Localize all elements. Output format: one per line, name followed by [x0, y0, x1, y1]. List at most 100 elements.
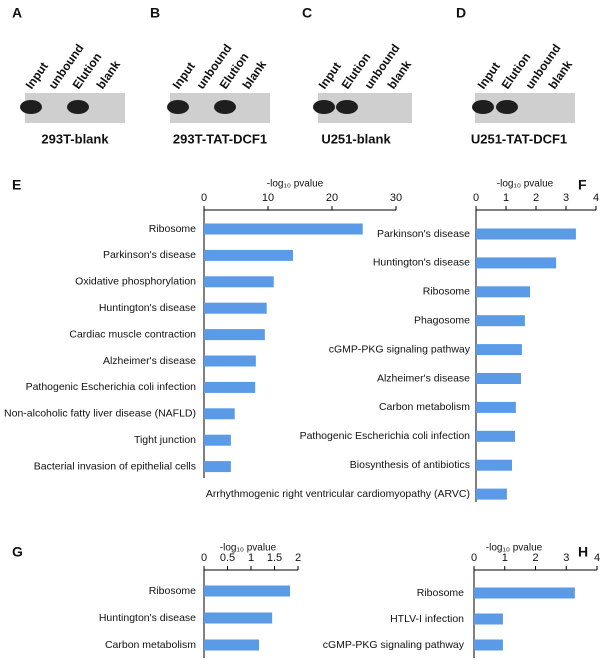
category-label: Parkinson's disease	[103, 249, 196, 261]
bar	[204, 329, 265, 341]
blot-caption: U251-blank	[321, 131, 391, 146]
blot-band	[313, 100, 335, 114]
category-label: Phagosome	[414, 314, 470, 326]
panel-label: F	[578, 177, 587, 193]
category-label: Alzheimer's disease	[103, 355, 196, 367]
panel-label: G	[12, 544, 23, 560]
x-tick-label: 10	[262, 192, 274, 204]
panel-label: H	[578, 544, 588, 560]
bar	[474, 613, 503, 625]
bar	[476, 430, 515, 442]
bar	[204, 355, 256, 367]
axis-title: -log₁₀ pvalue	[267, 179, 324, 190]
x-tick-label: 30	[390, 192, 402, 204]
category-label: Non-alcoholic fatty liver disease (NAFLD…	[4, 408, 196, 420]
bar	[204, 408, 235, 420]
category-label: Carbon metabolism	[379, 401, 470, 413]
category-label: Pathogenic Escherichia coli infection	[26, 381, 197, 393]
blot-band	[67, 100, 89, 114]
blot-caption: 293T-blank	[41, 131, 109, 146]
bar	[476, 459, 512, 471]
category-label: Parkinson's disease	[377, 228, 470, 240]
bar	[204, 249, 293, 261]
blot-band	[214, 100, 236, 114]
x-tick-label: 4	[593, 192, 599, 204]
lane-label: Input	[316, 59, 344, 91]
x-tick-label: 20	[326, 192, 338, 204]
bar	[476, 286, 530, 298]
x-tick-label: 2	[295, 552, 301, 564]
category-label: Oxidative phosphorylation	[75, 276, 196, 288]
category-label: Pathogenic Escherichia coli infection	[300, 430, 471, 442]
x-tick-label: 1	[503, 192, 509, 204]
panel-label: E	[12, 177, 21, 193]
x-tick-label: 0	[471, 552, 477, 564]
blot-band	[336, 100, 358, 114]
x-tick-label: 0.5	[220, 552, 235, 564]
bar	[476, 373, 521, 384]
lane-label: Input	[23, 59, 51, 91]
bar	[204, 381, 256, 393]
blot-band	[20, 100, 42, 114]
bar	[476, 488, 507, 500]
category-label: Alzheimer's disease	[377, 372, 470, 384]
category-label: HTLV-I infection	[390, 613, 464, 625]
bar	[476, 315, 525, 327]
panel-label: C	[302, 5, 312, 21]
category-label: Huntington's disease	[99, 612, 196, 624]
category-label: Bacterial invasion of epithelial cells	[34, 460, 196, 472]
blot-band	[496, 100, 518, 114]
category-label: Tight junction	[134, 434, 196, 446]
blot-caption: 293T-TAT-DCF1	[173, 131, 267, 146]
bar	[204, 223, 363, 235]
x-tick-label: 1.5	[267, 552, 282, 564]
bar	[204, 612, 273, 624]
x-tick-label: 1	[502, 552, 508, 564]
panel-label: B	[150, 5, 160, 21]
bar	[204, 302, 267, 314]
category-label: Huntington's disease	[373, 257, 470, 269]
category-label: Arrhythmogenic right ventricular cardiom…	[206, 488, 470, 500]
x-tick-label: 1	[248, 552, 254, 564]
x-tick-label: 0	[473, 192, 479, 204]
x-tick-label: 0	[201, 552, 207, 564]
bar	[476, 401, 516, 413]
bar	[476, 228, 576, 240]
category-label: Huntington's disease	[99, 302, 196, 314]
bar	[476, 257, 557, 269]
panel-label: D	[456, 5, 466, 21]
category-label: Ribosome	[423, 286, 470, 298]
bar	[476, 344, 522, 356]
x-tick-label: 4	[594, 552, 600, 564]
category-label: cGMP-PKG signaling pathway	[329, 343, 471, 355]
bar	[474, 587, 575, 599]
category-label: cGMP-PKG signaling pathway	[323, 639, 465, 651]
bar	[474, 639, 503, 651]
bar	[204, 434, 231, 446]
category-label: Ribosome	[149, 223, 196, 235]
x-tick-label: 2	[532, 552, 538, 564]
blot-band	[167, 100, 189, 114]
panel-label: A	[12, 5, 22, 21]
category-label: Ribosome	[149, 585, 196, 597]
axis-title: -log₁₀ pvalue	[220, 543, 277, 554]
axis-title: -log₁₀ pvalue	[497, 179, 554, 190]
bar	[204, 639, 259, 651]
blot-band	[472, 100, 494, 114]
category-label: Ribosome	[417, 587, 464, 599]
lane-label: Input	[170, 59, 198, 91]
category-label: Biosynthesis of antibiotics	[350, 459, 470, 471]
x-tick-label: 0	[201, 192, 207, 204]
x-tick-label: 3	[563, 552, 569, 564]
bar	[204, 585, 291, 597]
bar	[204, 276, 274, 288]
blot-caption: U251-TAT-DCF1	[471, 131, 567, 146]
axis-title: -log₁₀ pvalue	[486, 543, 543, 554]
x-tick-label: 2	[533, 192, 539, 204]
category-label: Cardiac muscle contraction	[69, 328, 196, 340]
x-tick-label: 3	[563, 192, 569, 204]
lane-label: Input	[475, 59, 503, 91]
bar	[204, 461, 231, 473]
category-label: Carbon metabolism	[105, 639, 196, 651]
